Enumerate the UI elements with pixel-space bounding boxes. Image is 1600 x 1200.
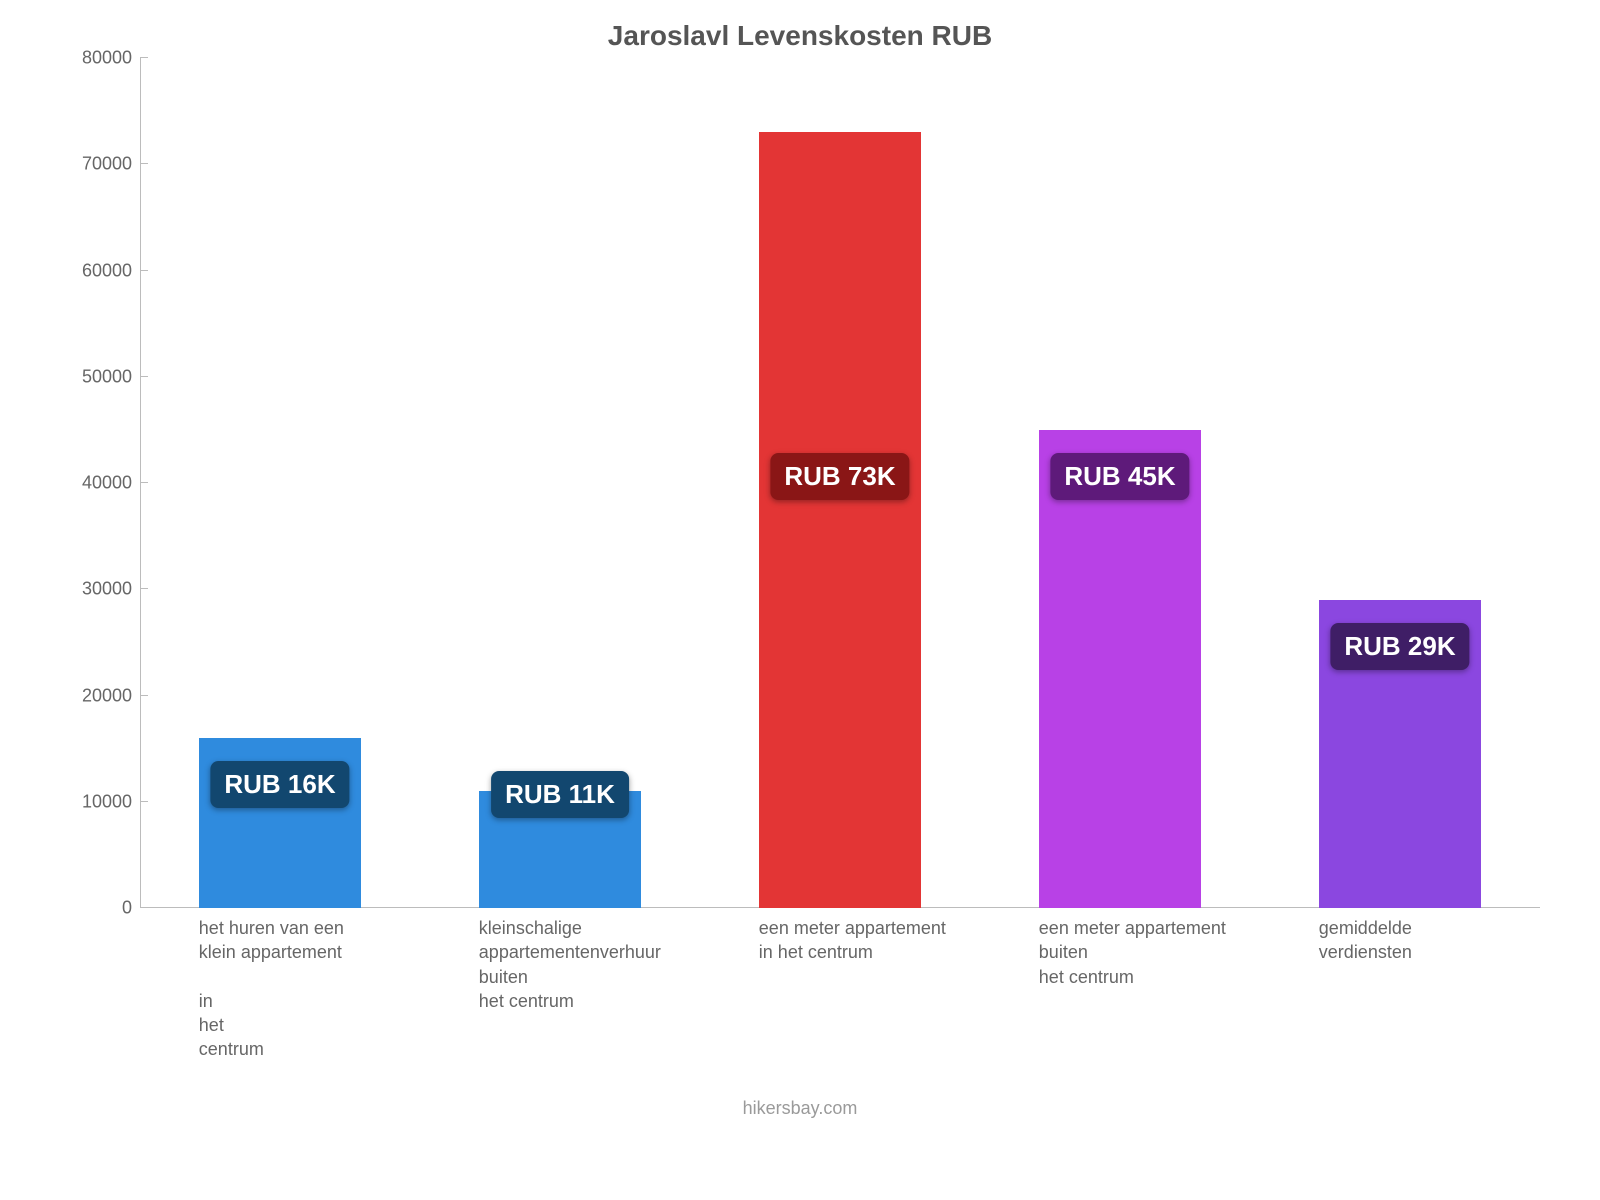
chart-title: Jaroslavl Levenskosten RUB bbox=[60, 20, 1540, 52]
bar: RUB 45K bbox=[1039, 430, 1201, 908]
x-tick-label: kleinschaligeappartementenverhuurbuitenh… bbox=[479, 916, 745, 1013]
bars-area: RUB 16K RUB 11K RUB 73K RUB 45K RUB 29K bbox=[140, 58, 1540, 908]
y-tick-mark bbox=[140, 57, 148, 58]
y-tick-mark bbox=[140, 801, 148, 802]
y-tick-label: 50000 bbox=[60, 366, 132, 387]
credit-text: hikersbay.com bbox=[60, 1098, 1540, 1119]
y-tick-label: 60000 bbox=[60, 260, 132, 281]
y-tick-mark bbox=[140, 482, 148, 483]
y-tick-mark bbox=[140, 270, 148, 271]
bar-value-label: RUB 73K bbox=[770, 453, 909, 500]
y-tick-label: 10000 bbox=[60, 791, 132, 812]
bar: RUB 29K bbox=[1319, 600, 1481, 908]
y-tick-mark bbox=[140, 588, 148, 589]
bar: RUB 11K bbox=[479, 791, 641, 908]
bar-value-label: RUB 11K bbox=[491, 771, 629, 818]
x-tick-label: een meter appartementin het centrum bbox=[759, 916, 1025, 965]
y-tick-label: 80000 bbox=[60, 48, 132, 69]
y-tick-mark bbox=[140, 907, 148, 908]
x-axis-labels: het huren van eenklein appartement inhet… bbox=[140, 908, 1540, 1108]
y-tick-label: 20000 bbox=[60, 685, 132, 706]
y-tick-label: 30000 bbox=[60, 579, 132, 600]
bar-value-label: RUB 16K bbox=[210, 761, 349, 808]
y-axis: 0100002000030000400005000060000700008000… bbox=[60, 58, 140, 908]
chart-container: Jaroslavl Levenskosten RUB 0 10000 20000 30… bbox=[60, 20, 1540, 1070]
y-tick-label: 70000 bbox=[60, 154, 132, 175]
x-tick-label: het huren van eenklein appartement inhet… bbox=[199, 916, 465, 1062]
y-tick-label: 40000 bbox=[60, 473, 132, 494]
y-tick-mark bbox=[140, 695, 148, 696]
x-tick-label: gemiddeldeverdiensten bbox=[1319, 916, 1585, 965]
y-tick-mark bbox=[140, 163, 148, 164]
bar-value-label: RUB 45K bbox=[1050, 453, 1189, 500]
bar-value-label: RUB 29K bbox=[1330, 623, 1469, 670]
y-tick-mark bbox=[140, 376, 148, 377]
y-tick-label: 0 bbox=[60, 898, 132, 919]
plot-area: 0100002000030000400005000060000700008000… bbox=[60, 58, 1540, 908]
bar: RUB 73K bbox=[759, 132, 921, 908]
bar: RUB 16K bbox=[199, 738, 361, 908]
x-tick-label: een meter appartementbuitenhet centrum bbox=[1039, 916, 1305, 989]
